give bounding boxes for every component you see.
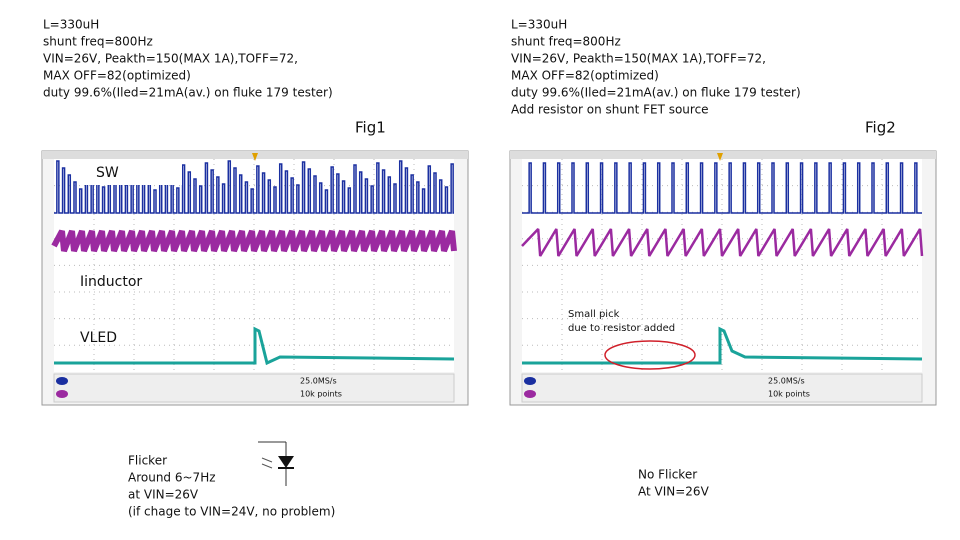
- ch-badge: [56, 377, 68, 385]
- note-line: VIN=26V, Peakth=150(MAX 1A),TOFF=72,: [43, 52, 298, 66]
- scope-screenshot: 25.0MS/s 10k points Small pick due to resis…: [509, 150, 937, 406]
- caption-line: (if chage to VIN=24V, no problem): [128, 505, 335, 519]
- note-line: L=330uH: [511, 18, 567, 32]
- scope-status: 25.0MS/s: [768, 377, 805, 386]
- trigger-marker: [252, 153, 258, 161]
- scope-status: 10k points: [300, 390, 342, 399]
- ch-badge: [524, 390, 536, 398]
- status-bar: [53, 373, 455, 403]
- caption-line: At VIN=26V: [638, 485, 710, 499]
- highlight-ellipse: [604, 340, 696, 370]
- note-line: MAX OFF=82(optimized): [511, 69, 659, 83]
- status-bar: [521, 373, 923, 403]
- inductor-trace: [51, 229, 457, 253]
- ch-badge: [524, 377, 536, 385]
- label-bg: [82, 159, 182, 185]
- trace-label: SW: [96, 165, 119, 181]
- note-line: duty 99.6%(Iled=21mA(av.) on fluke 179 t…: [43, 86, 333, 100]
- note-line: Add resistor on shunt FET source: [511, 103, 709, 117]
- annotation: Small pick: [568, 309, 620, 320]
- caption-line: Flicker: [128, 454, 167, 468]
- led-icon: [258, 441, 294, 486]
- caption-line: Around 6~7Hz: [128, 471, 216, 485]
- sw-trace: [522, 162, 922, 214]
- ch-badge: [56, 390, 68, 398]
- note-line: MAX OFF=82(optimized): [43, 69, 191, 83]
- trace-label: Iinductor: [80, 274, 142, 290]
- vled-trace: [54, 326, 455, 366]
- caption-line: No Flicker: [638, 468, 697, 482]
- note-line: shunt freq=800Hz: [43, 35, 153, 49]
- trigger-marker: [717, 153, 723, 161]
- figure-label: Fig1: [355, 119, 386, 137]
- annotation: due to resistor added: [568, 323, 675, 334]
- scope-screenshot: 25.0MS/s 10k points SW Iinductor VLED: [41, 150, 469, 406]
- scope-status: 25.0MS/s: [300, 377, 337, 386]
- scope-status: 10k points: [768, 390, 810, 399]
- scope-topbar: [510, 151, 936, 159]
- note-line: duty 99.6%(Iled=21mA(av.) on fluke 179 t…: [511, 86, 801, 100]
- note-line: L=330uH: [43, 18, 99, 32]
- figure-label: Fig2: [865, 119, 896, 137]
- trace-label: VLED: [80, 330, 117, 346]
- vled-trace: [522, 326, 923, 365]
- note-line: shunt freq=800Hz: [511, 35, 621, 49]
- caption-line: at VIN=26V: [128, 488, 199, 502]
- inductor-trace: [521, 228, 924, 257]
- note-line: VIN=26V, Peakth=150(MAX 1A),TOFF=72,: [511, 52, 766, 66]
